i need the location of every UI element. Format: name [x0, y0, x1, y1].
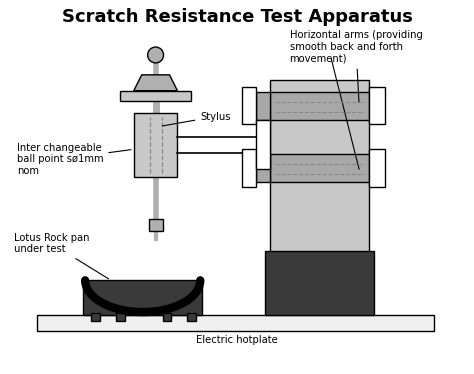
Bar — [265, 251, 374, 315]
Bar — [256, 92, 270, 120]
Bar — [120, 91, 191, 101]
Circle shape — [148, 47, 164, 63]
Bar — [242, 149, 256, 187]
Text: Scratch Resistance Test Apparatus: Scratch Resistance Test Apparatus — [62, 8, 412, 26]
Text: Lotus Rock pan
under test: Lotus Rock pan under test — [14, 233, 109, 279]
Bar — [134, 113, 177, 177]
Bar — [242, 87, 256, 125]
Bar — [270, 154, 369, 182]
Text: Inter changeable
ball point sø1mm
nom: Inter changeable ball point sø1mm nom — [17, 142, 131, 176]
Bar — [36, 315, 434, 331]
Bar — [163, 313, 172, 321]
Polygon shape — [134, 75, 177, 91]
Text: Electric hotplate: Electric hotplate — [196, 335, 278, 345]
Bar — [369, 87, 385, 125]
Bar — [149, 219, 163, 231]
Text: Horizontal arms (providing
smooth back and forth
movement): Horizontal arms (providing smooth back a… — [290, 30, 422, 102]
Bar — [270, 92, 369, 120]
Bar — [116, 313, 125, 321]
Bar — [256, 154, 270, 182]
Text: Stylus: Stylus — [162, 111, 231, 126]
Bar — [369, 149, 385, 187]
Bar — [270, 80, 369, 254]
Bar — [91, 313, 100, 321]
Bar — [187, 313, 196, 321]
Bar — [83, 280, 202, 315]
Bar — [256, 120, 270, 169]
